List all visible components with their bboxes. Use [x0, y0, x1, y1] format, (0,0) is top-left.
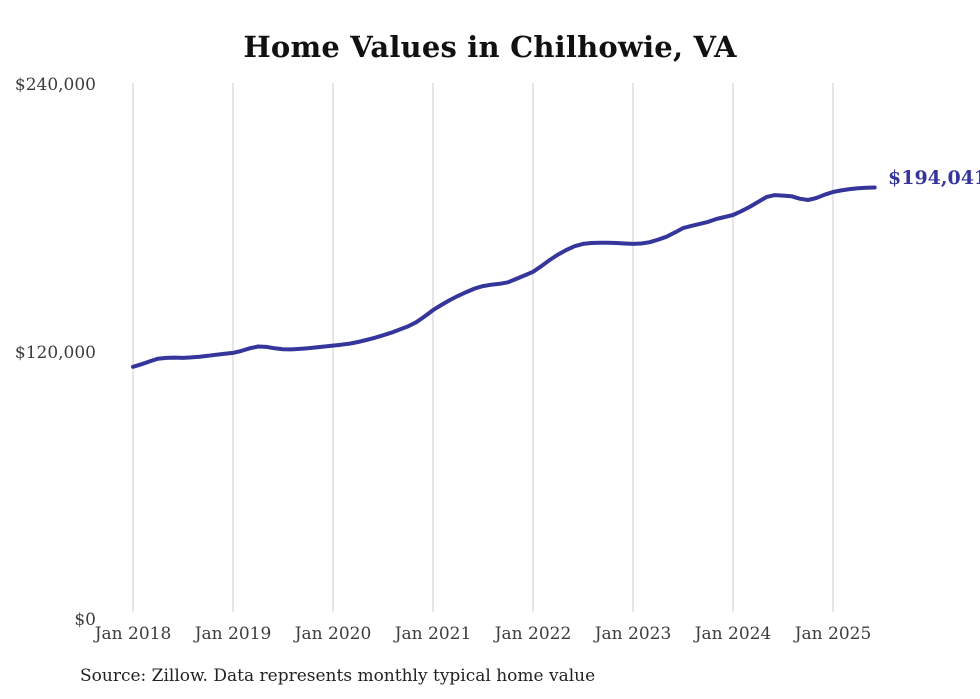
x-axis-tick-label: Jan 2023	[594, 624, 672, 644]
x-axis-tick-label: Jan 2025	[794, 624, 872, 644]
chart-title: Home Values in Chilhowie, VA	[243, 30, 737, 64]
x-axis-tick-label: Jan 2022	[494, 624, 572, 644]
home-value-line	[131, 185, 877, 369]
x-axis-tick-label: Jan 2024	[694, 624, 772, 644]
x-axis-tick-label: Jan 2019	[194, 624, 272, 644]
y-axis-tick-label: $0	[74, 610, 96, 630]
source-note: Source: Zillow. Data represents monthly …	[80, 666, 596, 686]
x-axis-tick-label: Jan 2018	[94, 624, 172, 644]
x-axis-tick-label: Jan 2021	[394, 624, 472, 644]
latest-value-label: $194,041	[888, 167, 980, 189]
x-axis-tick-label: Jan 2020	[294, 624, 372, 644]
y-axis-tick-label: $240,000	[14, 75, 96, 95]
y-axis-tick-label: $120,000	[14, 342, 96, 363]
